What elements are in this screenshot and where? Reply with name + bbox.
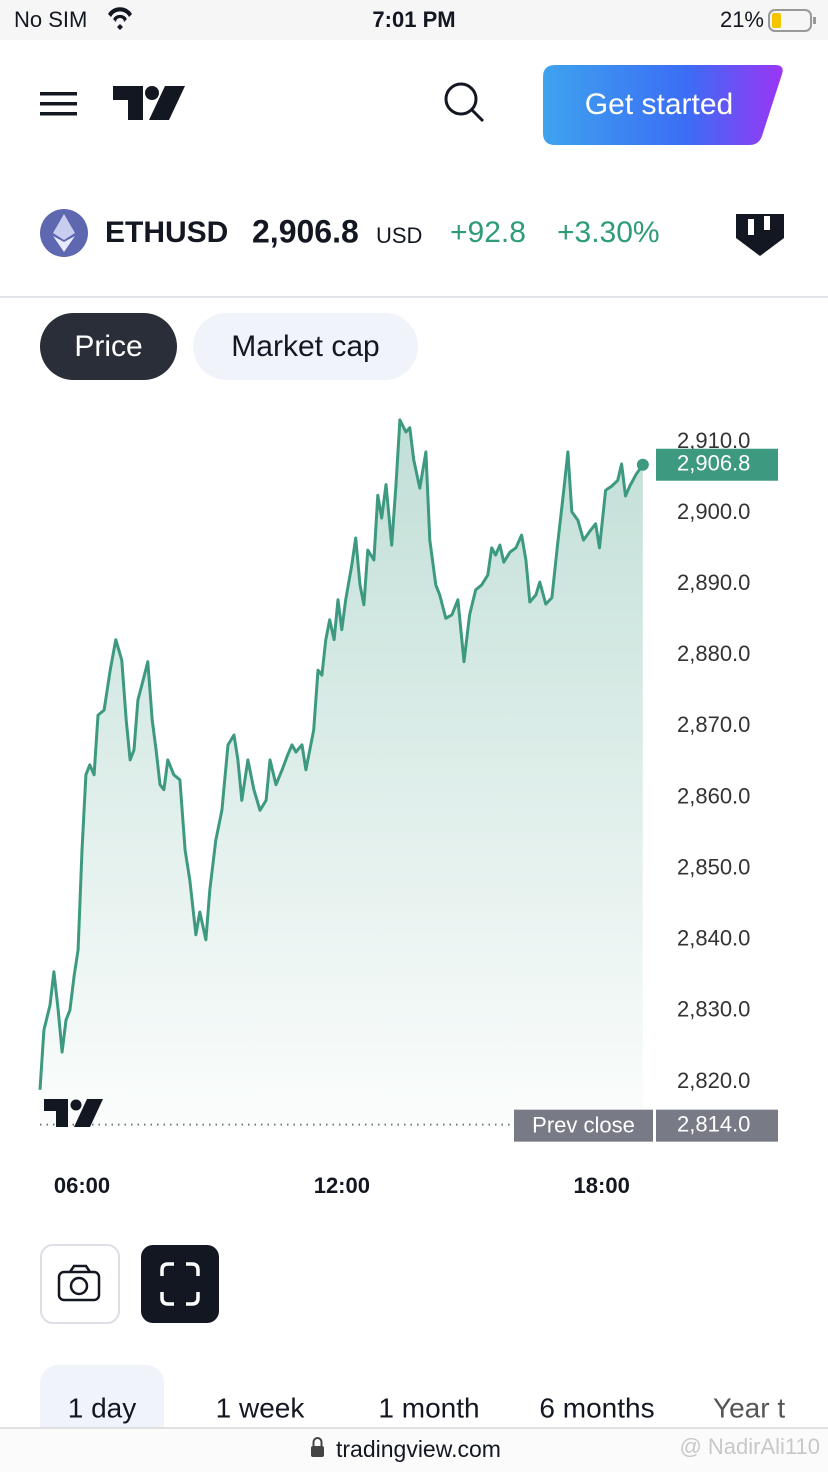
tab-price[interactable]: Price (40, 313, 177, 380)
y-tick-label: 2,870.0 (677, 712, 750, 737)
range-tab[interactable]: 1 week (216, 1392, 306, 1423)
prev-close-value-tag (656, 1109, 778, 1142)
status-bar (0, 0, 828, 40)
battery-level (772, 13, 781, 28)
clock: 7:01 PM (372, 7, 455, 32)
snapshot-button[interactable] (40, 1244, 120, 1324)
button-label: Get started (585, 88, 733, 121)
x-tick-label: 06:00 (54, 1173, 110, 1198)
current-value-label: 2,906.8 (677, 451, 750, 476)
battery-tip (813, 17, 816, 24)
y-tick-label: 2,860.0 (677, 783, 750, 808)
prev-close-label: Prev close (532, 1112, 635, 1137)
search-button[interactable] (444, 82, 485, 123)
y-tick-label: 2,880.0 (677, 641, 750, 666)
range-tab[interactable]: Year t (713, 1392, 785, 1423)
chart: 2,820.0 2,830.0 2,840.0 2,850.0 2,860.0 2,870… (38, 418, 778, 1198)
tab-label: Price (74, 330, 142, 363)
tab-market-cap[interactable]: Market cap (193, 313, 418, 380)
last-point (636, 458, 649, 471)
wifi-icon (108, 7, 132, 30)
y-tick-label: 2,820.0 (677, 1068, 750, 1093)
logo[interactable] (113, 86, 185, 120)
menu-button[interactable] (40, 92, 77, 116)
price-line (38, 418, 645, 1090)
range-tab[interactable]: 6 months (539, 1392, 654, 1423)
x-tick-label: 12:00 (314, 1173, 370, 1198)
y-tick-label: 2,910.0 (677, 428, 750, 453)
area (40, 419, 643, 1128)
lock-icon (311, 1437, 324, 1457)
chart-watermark (44, 1099, 103, 1127)
alert-icon[interactable] (736, 214, 784, 256)
eth-icon (40, 209, 88, 257)
y-tick-label: 2,840.0 (677, 926, 750, 951)
currency: USD (376, 223, 422, 248)
prev-close-value: 2,814.0 (677, 1111, 750, 1136)
current-value-tag (656, 448, 778, 481)
carrier: No SIM (14, 7, 87, 32)
y-tick-label: 2,830.0 (677, 997, 750, 1022)
range-selected (40, 1365, 164, 1445)
battery-icon (768, 9, 812, 32)
url[interactable]: tradingview.com (336, 1436, 501, 1462)
change: +92.8 (450, 216, 526, 249)
change-percent: +3.30% (557, 216, 660, 249)
y-tick-label: 2,850.0 (677, 854, 750, 879)
symbol: ETHUSD (105, 216, 228, 249)
range-tab[interactable]: 1 day (68, 1392, 137, 1423)
browser-bar (0, 1428, 828, 1472)
battery-percent: 21% (720, 7, 764, 32)
range-tab[interactable]: 1 month (378, 1392, 479, 1423)
tab-label: Market cap (231, 330, 379, 363)
fullscreen-button[interactable] (141, 1245, 219, 1323)
price: 2,906.8 (252, 213, 359, 249)
x-tick-label: 18:00 (574, 1173, 630, 1198)
prev-close-tag (514, 1109, 653, 1142)
watermark: @ NadirAli110 (679, 1434, 820, 1459)
y-tick-label: 2,890.0 (677, 570, 750, 595)
get-started-button[interactable]: Get started (543, 65, 783, 145)
y-tick-label: 2,900.0 (677, 499, 750, 524)
